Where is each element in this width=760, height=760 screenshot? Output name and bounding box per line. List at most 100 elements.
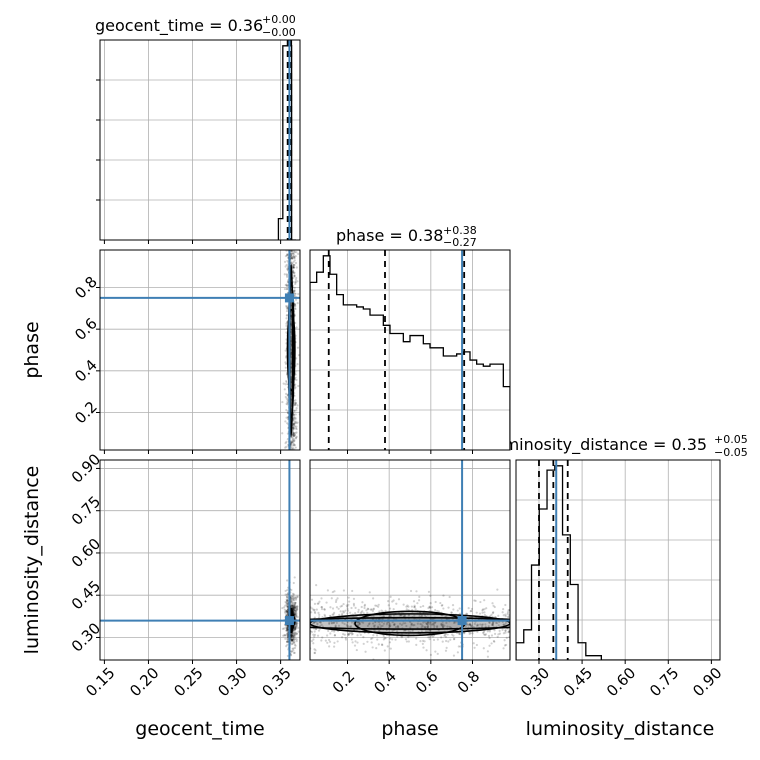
scatter-point (341, 621, 344, 624)
scatter-point (284, 600, 287, 604)
scatter-point (393, 623, 396, 626)
panel-phase-vs-geocent-time: 0.20.40.60.8 (71, 249, 301, 454)
title-geocent-time-plus: +0.00 (262, 13, 296, 26)
scatter-point (441, 624, 444, 627)
scatter-point (428, 635, 432, 639)
scatter-point (286, 253, 289, 256)
scatter-point (370, 637, 373, 640)
scatter-point (293, 610, 296, 613)
scatter-point (292, 634, 295, 637)
scatter-point (290, 638, 293, 641)
scatter-point (313, 602, 317, 606)
scatter-point (290, 257, 293, 260)
scatter-point (429, 601, 432, 605)
scatter-point (290, 355, 293, 358)
scatter-point (444, 649, 448, 652)
scatter-point (292, 270, 295, 273)
scatter-point (291, 632, 294, 636)
scatter-point (293, 643, 297, 646)
scatter-point (323, 613, 326, 617)
title-phase-minus: −0.27 (443, 236, 477, 249)
scatter-point (296, 404, 299, 407)
scatter-point (478, 612, 482, 615)
scatter-point (329, 632, 332, 635)
scatter-point (293, 631, 296, 634)
scatter-point (403, 614, 406, 618)
scatter-point (433, 625, 436, 628)
scatter-point (286, 280, 289, 284)
scatter-point (293, 250, 296, 254)
scatter-point (375, 634, 379, 637)
scatter-point (452, 608, 455, 611)
scatter-point (388, 624, 391, 627)
scatter-point (293, 275, 296, 278)
scatter-point (371, 610, 374, 613)
scatter-point (381, 643, 384, 647)
scatter-point (333, 630, 336, 633)
scatter-point (483, 613, 486, 617)
scatter-point (295, 406, 298, 410)
scatter-point (293, 635, 296, 638)
scatter-point (333, 645, 336, 648)
scatter-point (291, 602, 294, 605)
scatter-point (290, 261, 293, 265)
scatter-point (293, 628, 296, 631)
scatter-point (504, 631, 507, 634)
scatter-point (443, 624, 446, 627)
scatter-point (375, 647, 378, 650)
scatter-point (436, 609, 439, 613)
scatter-point (347, 625, 350, 628)
scatter-point (429, 653, 433, 656)
scatter-point (371, 637, 374, 640)
axis-background (99, 39, 301, 241)
scatter-point (297, 630, 300, 633)
histogram-luminosity-distance (516, 465, 720, 660)
scatter-point (368, 591, 371, 594)
scatter-point (291, 597, 294, 600)
x-axis-label-phase: phase (381, 718, 438, 740)
scatter-point (419, 605, 422, 609)
scatter-point (413, 606, 416, 609)
scatter-point (291, 256, 294, 259)
scatter-point (292, 266, 295, 270)
scatter-point (470, 609, 473, 613)
scatter-point (350, 633, 353, 636)
scatter-point (420, 614, 424, 617)
scatter-point (504, 615, 507, 618)
scatter-point (447, 640, 450, 643)
scatter-point (292, 263, 295, 267)
scatter-point (497, 624, 500, 627)
scatter-point (349, 611, 352, 614)
scatter-point (293, 404, 296, 407)
scatter-point (291, 603, 294, 606)
scatter-point (449, 638, 452, 641)
scatter-point (422, 621, 425, 624)
scatter-point (286, 287, 289, 290)
scatter-point (294, 261, 298, 265)
scatter-point (488, 630, 491, 633)
scatter-point (445, 646, 448, 649)
scatter-point (293, 640, 296, 644)
scatter-point (313, 633, 317, 636)
scatter-point (285, 288, 289, 291)
scatter-point (314, 649, 317, 652)
scatter-point (474, 599, 477, 602)
scatter-point (283, 260, 287, 263)
scatter-point (382, 634, 385, 638)
scatter-point (293, 606, 297, 609)
scatter-point (286, 284, 289, 287)
scatter-point (340, 636, 344, 639)
scatter-point (354, 640, 357, 643)
scatter-point (506, 611, 510, 614)
scatter-point (346, 612, 349, 615)
scatter-point (330, 629, 334, 632)
scatter-point (334, 625, 337, 628)
scatter-point (377, 626, 380, 629)
scatter-point (314, 628, 317, 631)
scatter-point (292, 255, 295, 258)
scatter-point (505, 643, 508, 647)
scatter-point (295, 266, 298, 269)
scatter-point (382, 615, 385, 618)
scatter-point (286, 579, 289, 582)
scatter-point (475, 611, 478, 614)
